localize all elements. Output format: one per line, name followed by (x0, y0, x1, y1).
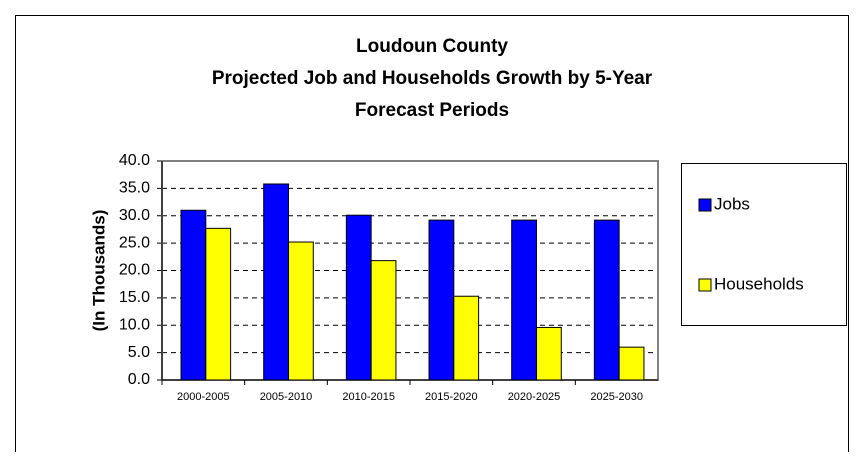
bar (180, 209, 207, 381)
y-axis-label: (In Thousands) (89, 210, 108, 332)
y-tick-label: 0.0 (128, 371, 150, 388)
bar (535, 326, 562, 381)
y-tick-label: 10.0 (119, 316, 150, 333)
x-tick-label: 2005-2010 (260, 391, 313, 403)
legend-swatch (698, 198, 712, 212)
y-tick-label: 35.0 (119, 180, 150, 197)
x-tick-label: 2025-2030 (590, 391, 643, 403)
bar (287, 241, 314, 381)
chart-title: Forecast Periods (355, 100, 509, 121)
legend-label: Jobs (714, 194, 750, 213)
bar (593, 219, 620, 381)
bar (345, 214, 372, 381)
y-tick-label: 40.0 (119, 152, 150, 169)
bar (428, 219, 455, 381)
legend-swatch (698, 278, 712, 292)
y-tick-label: 25.0 (119, 234, 150, 251)
bar (263, 183, 289, 381)
legend-label: Households (714, 274, 804, 293)
x-tick-label: 2000-2005 (177, 391, 230, 403)
legend-box (681, 163, 847, 326)
y-tick-label: 20.0 (119, 262, 150, 279)
bar (453, 295, 480, 381)
chart-title: Loudoun County (356, 36, 508, 57)
y-tick-label: 5.0 (128, 344, 150, 361)
x-tick-label: 2010-2015 (342, 391, 395, 403)
bar (618, 346, 645, 381)
bar (370, 260, 397, 381)
bar (511, 219, 537, 381)
x-tick-label: 2015-2020 (425, 391, 478, 403)
bar (205, 227, 232, 381)
x-tick-label: 2020-2025 (508, 391, 561, 403)
y-tick-label: 30.0 (119, 207, 150, 224)
y-tick-label: 15.0 (119, 289, 150, 306)
chart-title: Projected Job and Households Growth by 5… (212, 68, 653, 89)
